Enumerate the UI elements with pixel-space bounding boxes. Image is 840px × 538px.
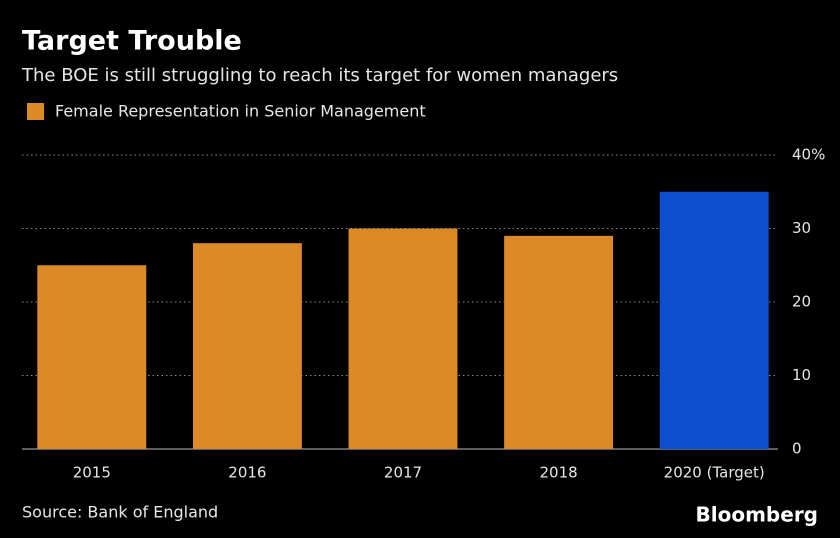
bar [659, 191, 769, 449]
x-tick-label: 2015 [73, 464, 111, 482]
y-tick-label: 30 [792, 219, 811, 237]
bar [348, 228, 458, 449]
y-tick-label: 0 [792, 440, 802, 458]
x-tick-label: 2017 [384, 464, 422, 482]
x-tick-label: 2020 (Target) [664, 464, 765, 482]
y-tick-label: 40% [792, 146, 825, 164]
bar [37, 265, 147, 449]
source: Source: Bank of England [22, 503, 218, 522]
chart-subtitle: The BOE is still struggling to reach its… [21, 65, 618, 86]
bar [192, 243, 302, 449]
bar [504, 235, 614, 449]
y-tick-label: 10 [792, 366, 811, 384]
y-tick-label: 20 [792, 293, 811, 311]
brand: Bloomberg [696, 503, 818, 527]
legend-swatch [27, 103, 44, 120]
chart-title: Target Trouble [22, 26, 242, 57]
x-tick-label: 2016 [228, 464, 266, 482]
legend-label: Female Representation in Senior Manageme… [55, 102, 426, 121]
x-tick-label: 2018 [540, 464, 578, 482]
